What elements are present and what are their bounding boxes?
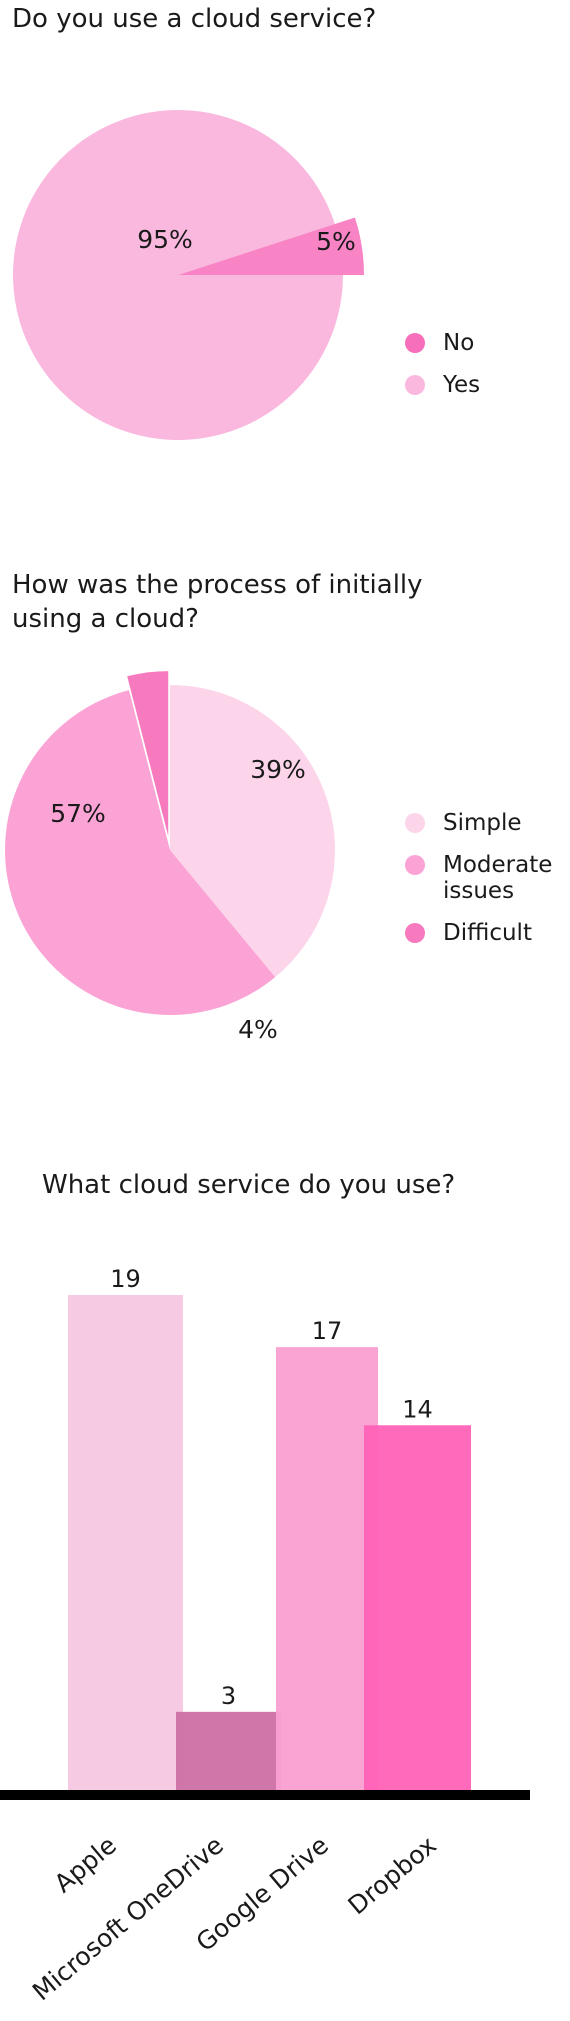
pie1-label-yes: 95% <box>137 225 193 254</box>
pie2-chart: 39% 57% 4% <box>4 671 336 1044</box>
x-tick-label-apple: Apple <box>49 1830 122 1898</box>
bar-microsoft-onedrive <box>176 1711 281 1790</box>
legend-label: Moderate issues <box>443 852 553 904</box>
bar-google-drive <box>276 1347 378 1790</box>
pie2-label-difficult: 4% <box>238 1015 278 1044</box>
pie2-title: How was the process of initially using a… <box>12 570 423 634</box>
pie1-chart: 95% 5% <box>12 110 364 440</box>
pie2-legend-item-difficult: Difficult <box>405 920 570 946</box>
x-tick-label-dropbox: Dropbox <box>343 1830 442 1920</box>
pie1-legend: No Yes <box>405 330 480 414</box>
legend-label: Difficult <box>443 920 532 946</box>
pie2-slice-simple <box>170 685 336 978</box>
pie2-slice-difficult <box>127 671 169 837</box>
bar-value-label-apple: 19 <box>110 1265 141 1293</box>
legend-swatch <box>405 375 425 395</box>
x-axis-line <box>0 1790 530 1800</box>
pie1-legend-item-yes: Yes <box>405 372 480 398</box>
bar-apple <box>68 1295 183 1790</box>
bar-title: What cloud service do you use? <box>42 1170 456 1200</box>
pie1-slice-no <box>178 217 364 275</box>
bar-value-label-dropbox: 14 <box>402 1395 433 1423</box>
pie2-label-moderate-issues: 57% <box>50 799 106 828</box>
x-tick-label-microsoft-onedrive: Microsoft OneDrive <box>27 1830 229 2006</box>
legend-swatch <box>405 333 425 353</box>
bar-value-label-microsoft-onedrive: 3 <box>221 1682 236 1710</box>
pie2-legend-item-moderate-issues: Moderate issues <box>405 852 570 904</box>
pie2-legend: Simple Moderate issues Difficult <box>405 810 570 962</box>
pie1-slice-yes <box>12 110 343 440</box>
legend-label: Yes <box>443 372 481 398</box>
pie2-label-simple: 39% <box>250 755 306 784</box>
pie1-title: Do you use a cloud service? <box>12 4 377 34</box>
pie1-legend-item-no: No <box>405 330 480 356</box>
legend-swatch <box>405 813 425 833</box>
pie1-label-no: 5% <box>316 227 356 256</box>
legend-swatch <box>405 855 425 875</box>
legend-label: No <box>443 330 475 356</box>
bar-dropbox <box>364 1425 471 1790</box>
legend-label: Simple <box>443 810 522 836</box>
legend-swatch <box>405 923 425 943</box>
pie2-slice-moderate-issues <box>4 690 276 1015</box>
pie2-legend-item-simple: Simple <box>405 810 570 836</box>
bar-value-label-google-drive: 17 <box>312 1317 343 1345</box>
